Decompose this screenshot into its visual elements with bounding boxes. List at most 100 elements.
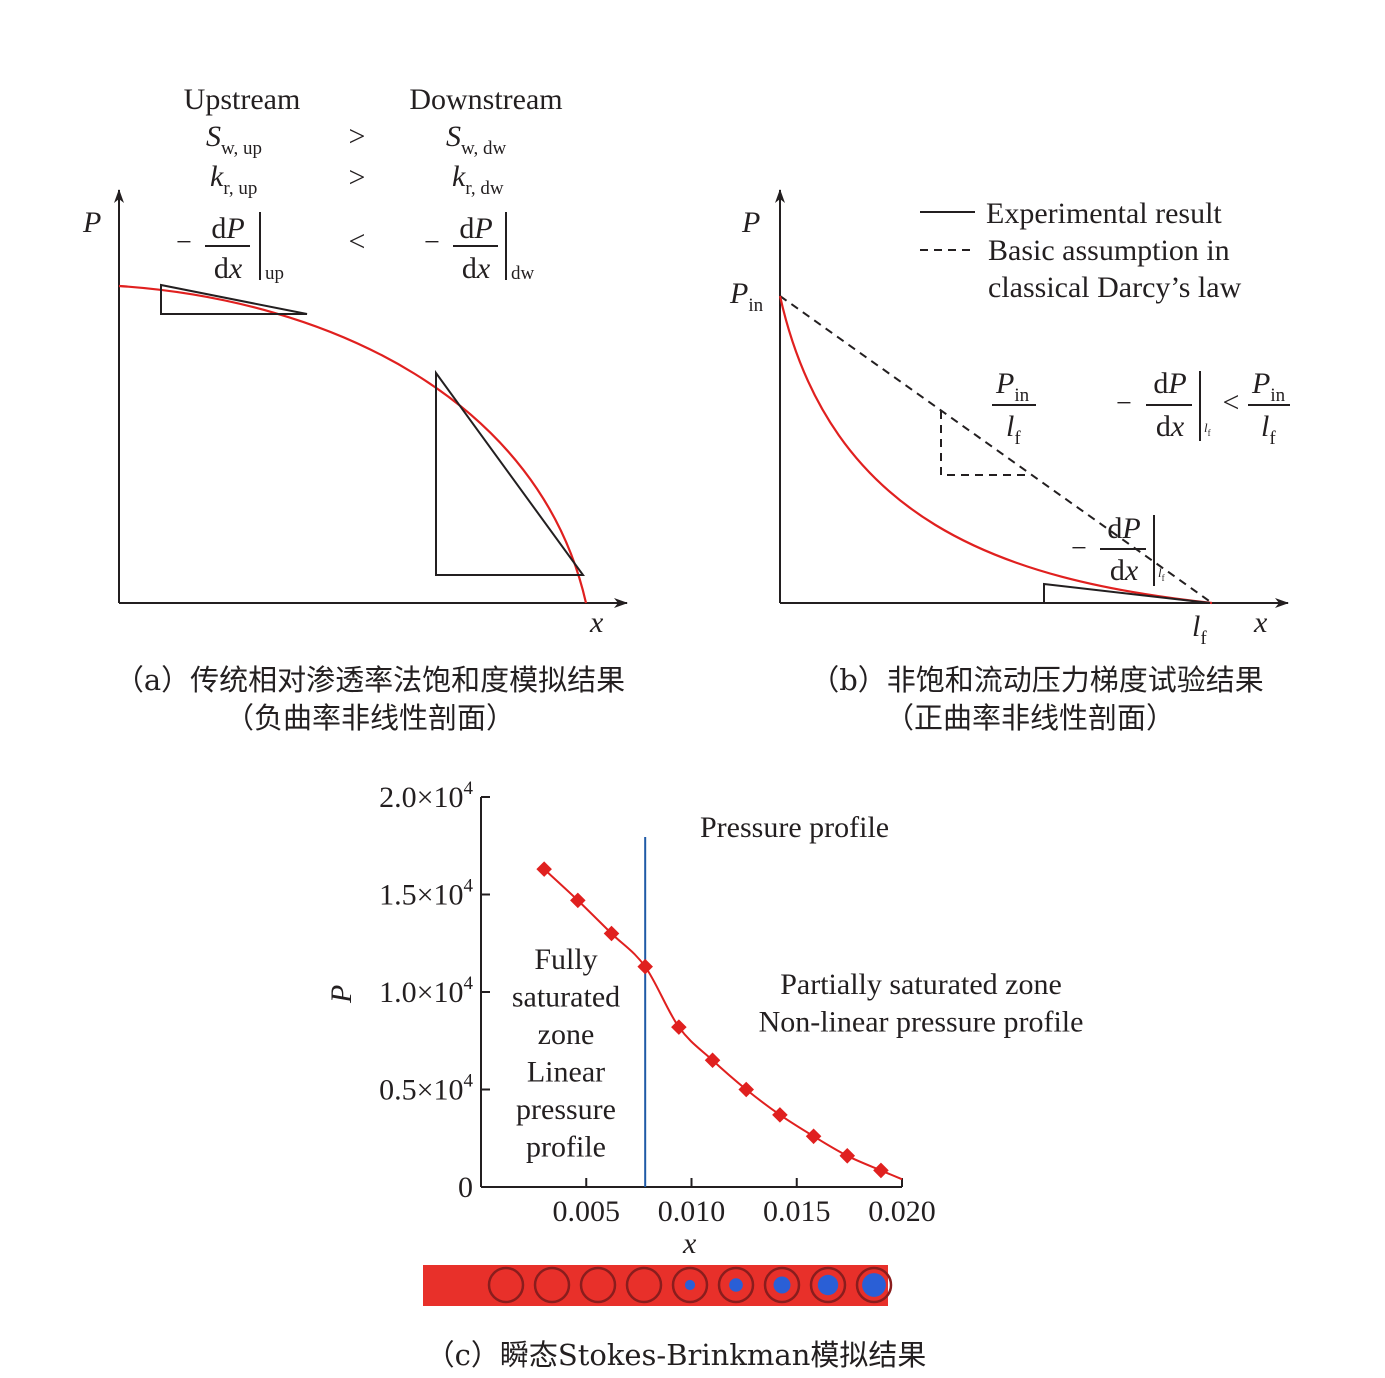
svg-text:lf: lf xyxy=(1006,410,1021,449)
panel-a-pressure-curve xyxy=(118,284,588,604)
panel-a-col-downstream: Downstream xyxy=(409,83,562,116)
panel-b-pressure-curve xyxy=(778,295,1213,605)
svg-text:dw: dw xyxy=(511,263,535,284)
data-point xyxy=(536,861,552,877)
x-tick-label: 0.005 xyxy=(553,1195,621,1228)
panel-a: Upstream Downstream Sw, up > Sw, dw kr, … xyxy=(82,83,628,735)
x-tick-label: 0.010 xyxy=(658,1195,726,1228)
svg-text:up: up xyxy=(265,263,284,284)
zone-right-label: Partially saturated zone Non-linear press… xyxy=(759,968,1084,1039)
pore-circle xyxy=(487,1266,525,1304)
pore-fill xyxy=(729,1278,743,1292)
panel-b-y-label: P xyxy=(741,206,760,239)
panel-a-x-label: x xyxy=(589,606,604,639)
data-point xyxy=(772,1107,788,1123)
panel-b-inequality: − dP dx lf < Pin lf xyxy=(1116,367,1290,449)
data-point xyxy=(873,1162,889,1179)
svg-text:lf: lf xyxy=(1204,420,1211,438)
panel-a-rel-s: > xyxy=(349,120,366,153)
pore-fill xyxy=(773,1276,791,1294)
panel-a-s-dw: Sw, dw xyxy=(446,120,506,159)
panel-b-pin-over-lf: Pin lf xyxy=(992,367,1036,449)
panel-a-k-up: kr, up xyxy=(210,160,257,199)
data-point xyxy=(738,1081,755,1098)
y-tick-label: 1.0×104 xyxy=(379,973,473,1009)
pore-circle xyxy=(671,1266,709,1304)
svg-text:dP: dP xyxy=(1153,367,1186,400)
panel-b-caption-line1: （b）非饱和流动压力梯度试验结果 xyxy=(810,663,1264,697)
panel-a-rel-grad: < xyxy=(349,225,366,258)
svg-text:−: − xyxy=(176,227,192,258)
svg-text:dP: dP xyxy=(211,212,244,245)
pore-circle xyxy=(763,1266,801,1304)
svg-text:−: − xyxy=(1116,388,1132,419)
svg-text:−: − xyxy=(1071,533,1087,564)
panel-b-tangent-triangle xyxy=(1043,582,1211,604)
panel-b-caption-line2: （正曲率非线性剖面） xyxy=(885,701,1175,735)
panel-c: 0 0.5×104 1.0×104 1.5×104 2.0×104 0.005 0.010 0… xyxy=(325,778,1083,1372)
data-point xyxy=(637,958,653,975)
y-tick-label: 0 xyxy=(458,1171,473,1204)
svg-text:Pin: Pin xyxy=(1251,367,1286,406)
y-tick-label: 2.0×104 xyxy=(379,778,473,814)
panel-a-tangent-triangle-dw xyxy=(435,369,585,576)
panel-a-tangent-triangle-up xyxy=(160,283,308,315)
panel-a-rel-k: > xyxy=(349,161,366,194)
zone-left-line: profile xyxy=(526,1131,606,1164)
pore-circle xyxy=(809,1266,847,1304)
panel-a-caption-line1: （a）传统相对渗透率法饱和度模拟结果 xyxy=(115,663,625,697)
panel-c-caption: （c）瞬态Stokes-Brinkman模拟结果 xyxy=(426,1338,927,1372)
svg-text:dP: dP xyxy=(1107,512,1140,545)
x-tick-label: 0.015 xyxy=(763,1195,831,1228)
x-tick-label: 0.020 xyxy=(868,1195,936,1228)
panel-b-lf: lf xyxy=(1192,610,1207,649)
panel-a-k-dw: kr, dw xyxy=(452,160,504,199)
pore-fill xyxy=(817,1274,839,1296)
data-point xyxy=(805,1128,822,1145)
data-point xyxy=(570,892,586,909)
svg-text:<: < xyxy=(1223,386,1240,419)
panel-b-slope-at-lf: − dP dx lf xyxy=(1071,512,1165,587)
y-tick-label: 1.5×104 xyxy=(379,876,473,912)
legend-solid-label: Experimental result xyxy=(986,197,1222,230)
pore-circle xyxy=(533,1266,571,1304)
chart-series xyxy=(536,861,903,1181)
svg-text:lf: lf xyxy=(1158,565,1165,583)
panel-a-y-label: P xyxy=(82,206,101,239)
legend-dashed-label-1: Basic assumption in xyxy=(988,234,1230,267)
zone-left-line: Fully xyxy=(534,943,597,976)
pore-circle xyxy=(855,1266,893,1304)
chart-title: Pressure profile xyxy=(700,811,889,844)
panel-b-darcy-line xyxy=(779,295,1213,604)
panel-a-grad-dw: − dP dx dw xyxy=(424,212,535,285)
zone-left-line: zone xyxy=(538,1018,595,1051)
chart-ticks: 0 0.5×104 1.0×104 1.5×104 2.0×104 0.005 0.010 0… xyxy=(379,778,936,1228)
panel-a-caption-line2: （负曲率非线性剖面） xyxy=(225,701,515,735)
zone-left-line: saturated xyxy=(512,981,620,1014)
data-point xyxy=(704,1052,721,1069)
zone-left-label: Fully saturated zone Linear pressure profile xyxy=(512,943,620,1164)
svg-text:−: − xyxy=(424,227,440,258)
zone-right-line: Non-linear pressure profile xyxy=(759,1006,1084,1039)
data-point xyxy=(603,925,620,942)
svg-text:dx: dx xyxy=(1156,410,1185,443)
pore-circle xyxy=(717,1266,755,1304)
data-point xyxy=(839,1148,856,1164)
saturation-strip xyxy=(423,1265,893,1306)
chart-x-label: x xyxy=(682,1227,697,1260)
chart-y-label: P xyxy=(325,985,358,1004)
zone-right-line: Partially saturated zone xyxy=(780,968,1062,1001)
pore-circle xyxy=(579,1266,617,1304)
y-tick-label: 0.5×104 xyxy=(379,1071,473,1107)
panel-a-grad-up: − dP dx up xyxy=(176,212,284,285)
svg-text:dx: dx xyxy=(462,252,491,285)
panel-b-p-in: Pin xyxy=(729,277,764,316)
panel-a-col-upstream: Upstream xyxy=(184,83,301,116)
pore-fill xyxy=(862,1273,886,1297)
svg-text:dx: dx xyxy=(214,252,243,285)
zone-left-line: Linear xyxy=(527,1056,605,1089)
panel-b-x-label: x xyxy=(1253,606,1268,639)
panel-a-s-up: Sw, up xyxy=(206,120,262,159)
panel-b: P x Pin lf Experimental result Basic ass… xyxy=(729,189,1290,735)
